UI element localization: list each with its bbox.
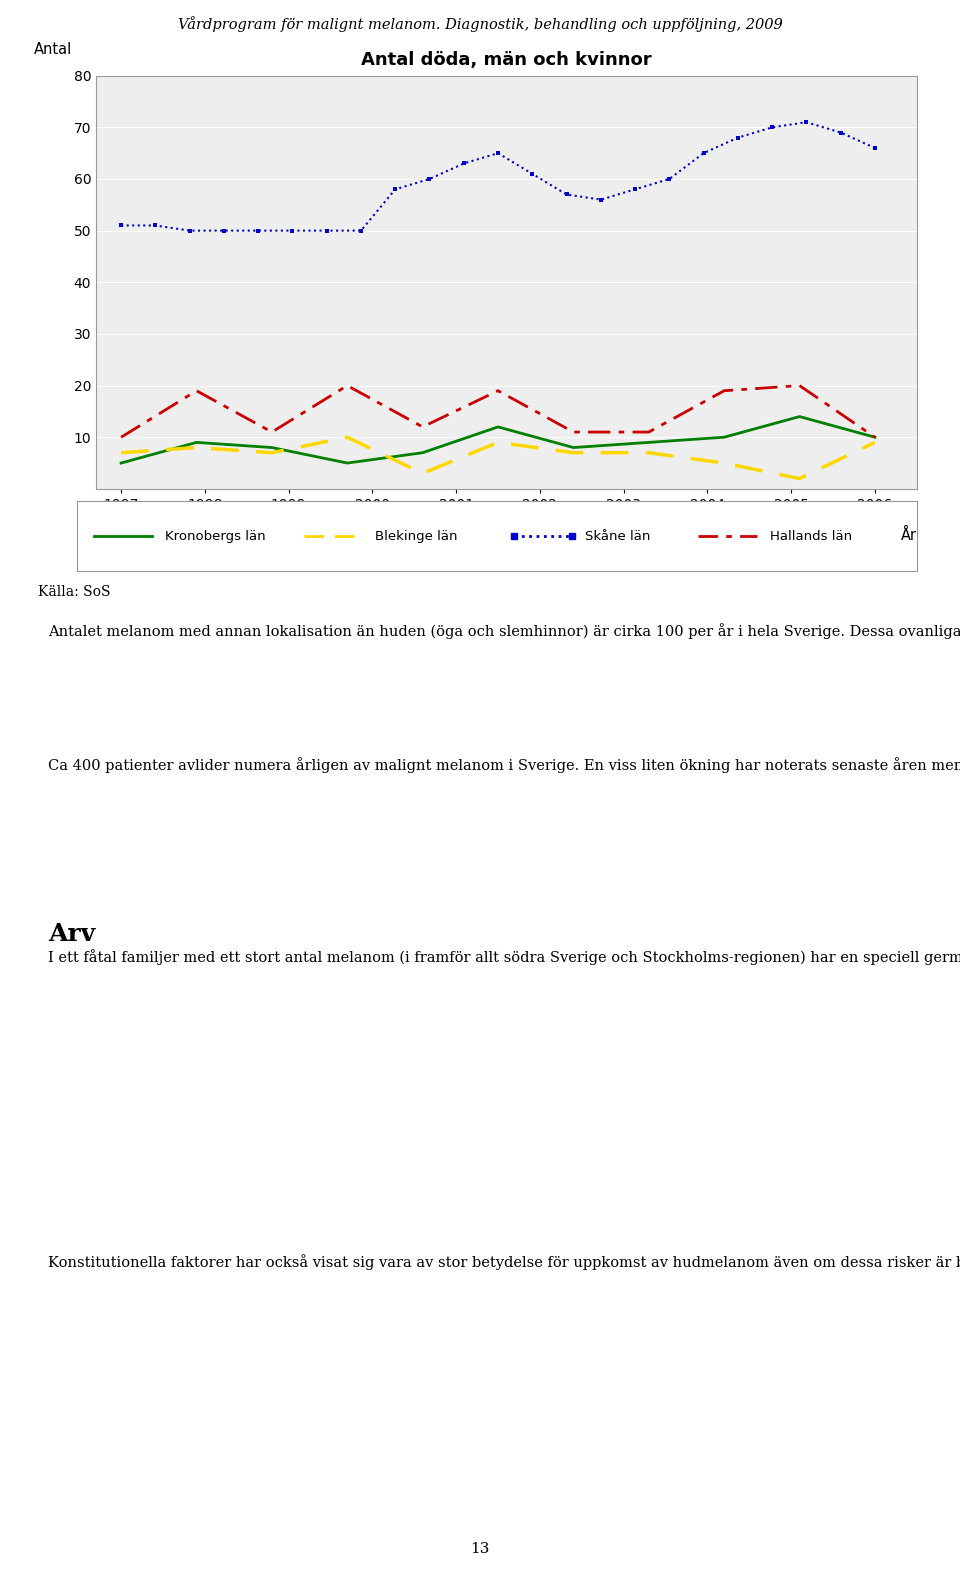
Text: Skåne län: Skåne län [585,530,650,542]
Text: Vårdprogram för malignt melanom. Diagnostik, behandling och uppföljning, 2009: Vårdprogram för malignt melanom. Diagnos… [178,16,782,32]
Title: Antal döda, män och kvinnor: Antal döda, män och kvinnor [361,50,652,68]
Text: Ca 400 patienter avlider numera årligen av malignt melanom i Sverige. En viss li: Ca 400 patienter avlider numera årligen … [48,757,960,773]
Text: Källa: SoS: Källa: SoS [38,585,111,599]
Text: Blekinge län: Blekinge län [375,530,458,542]
Text: Antal: Antal [34,41,72,57]
Text: Kronobergs län: Kronobergs län [165,530,266,542]
Text: År: År [900,528,917,544]
Text: Konstitutionella faktorer har också visat sig vara av stor betydelse för uppkoms: Konstitutionella faktorer har också visa… [48,1254,960,1269]
Text: 13: 13 [470,1542,490,1555]
Text: Antalet melanom med annan lokalisation än huden (öga och slemhinnor) är cirka 10: Antalet melanom med annan lokalisation ä… [48,623,960,639]
Text: Arv: Arv [48,923,95,946]
Text: Hallands län: Hallands län [770,530,852,542]
Text: I ett fåtal familjer med ett stort antal melanom (i framför allt södra Sverige o: I ett fåtal familjer med ett stort antal… [48,949,960,965]
